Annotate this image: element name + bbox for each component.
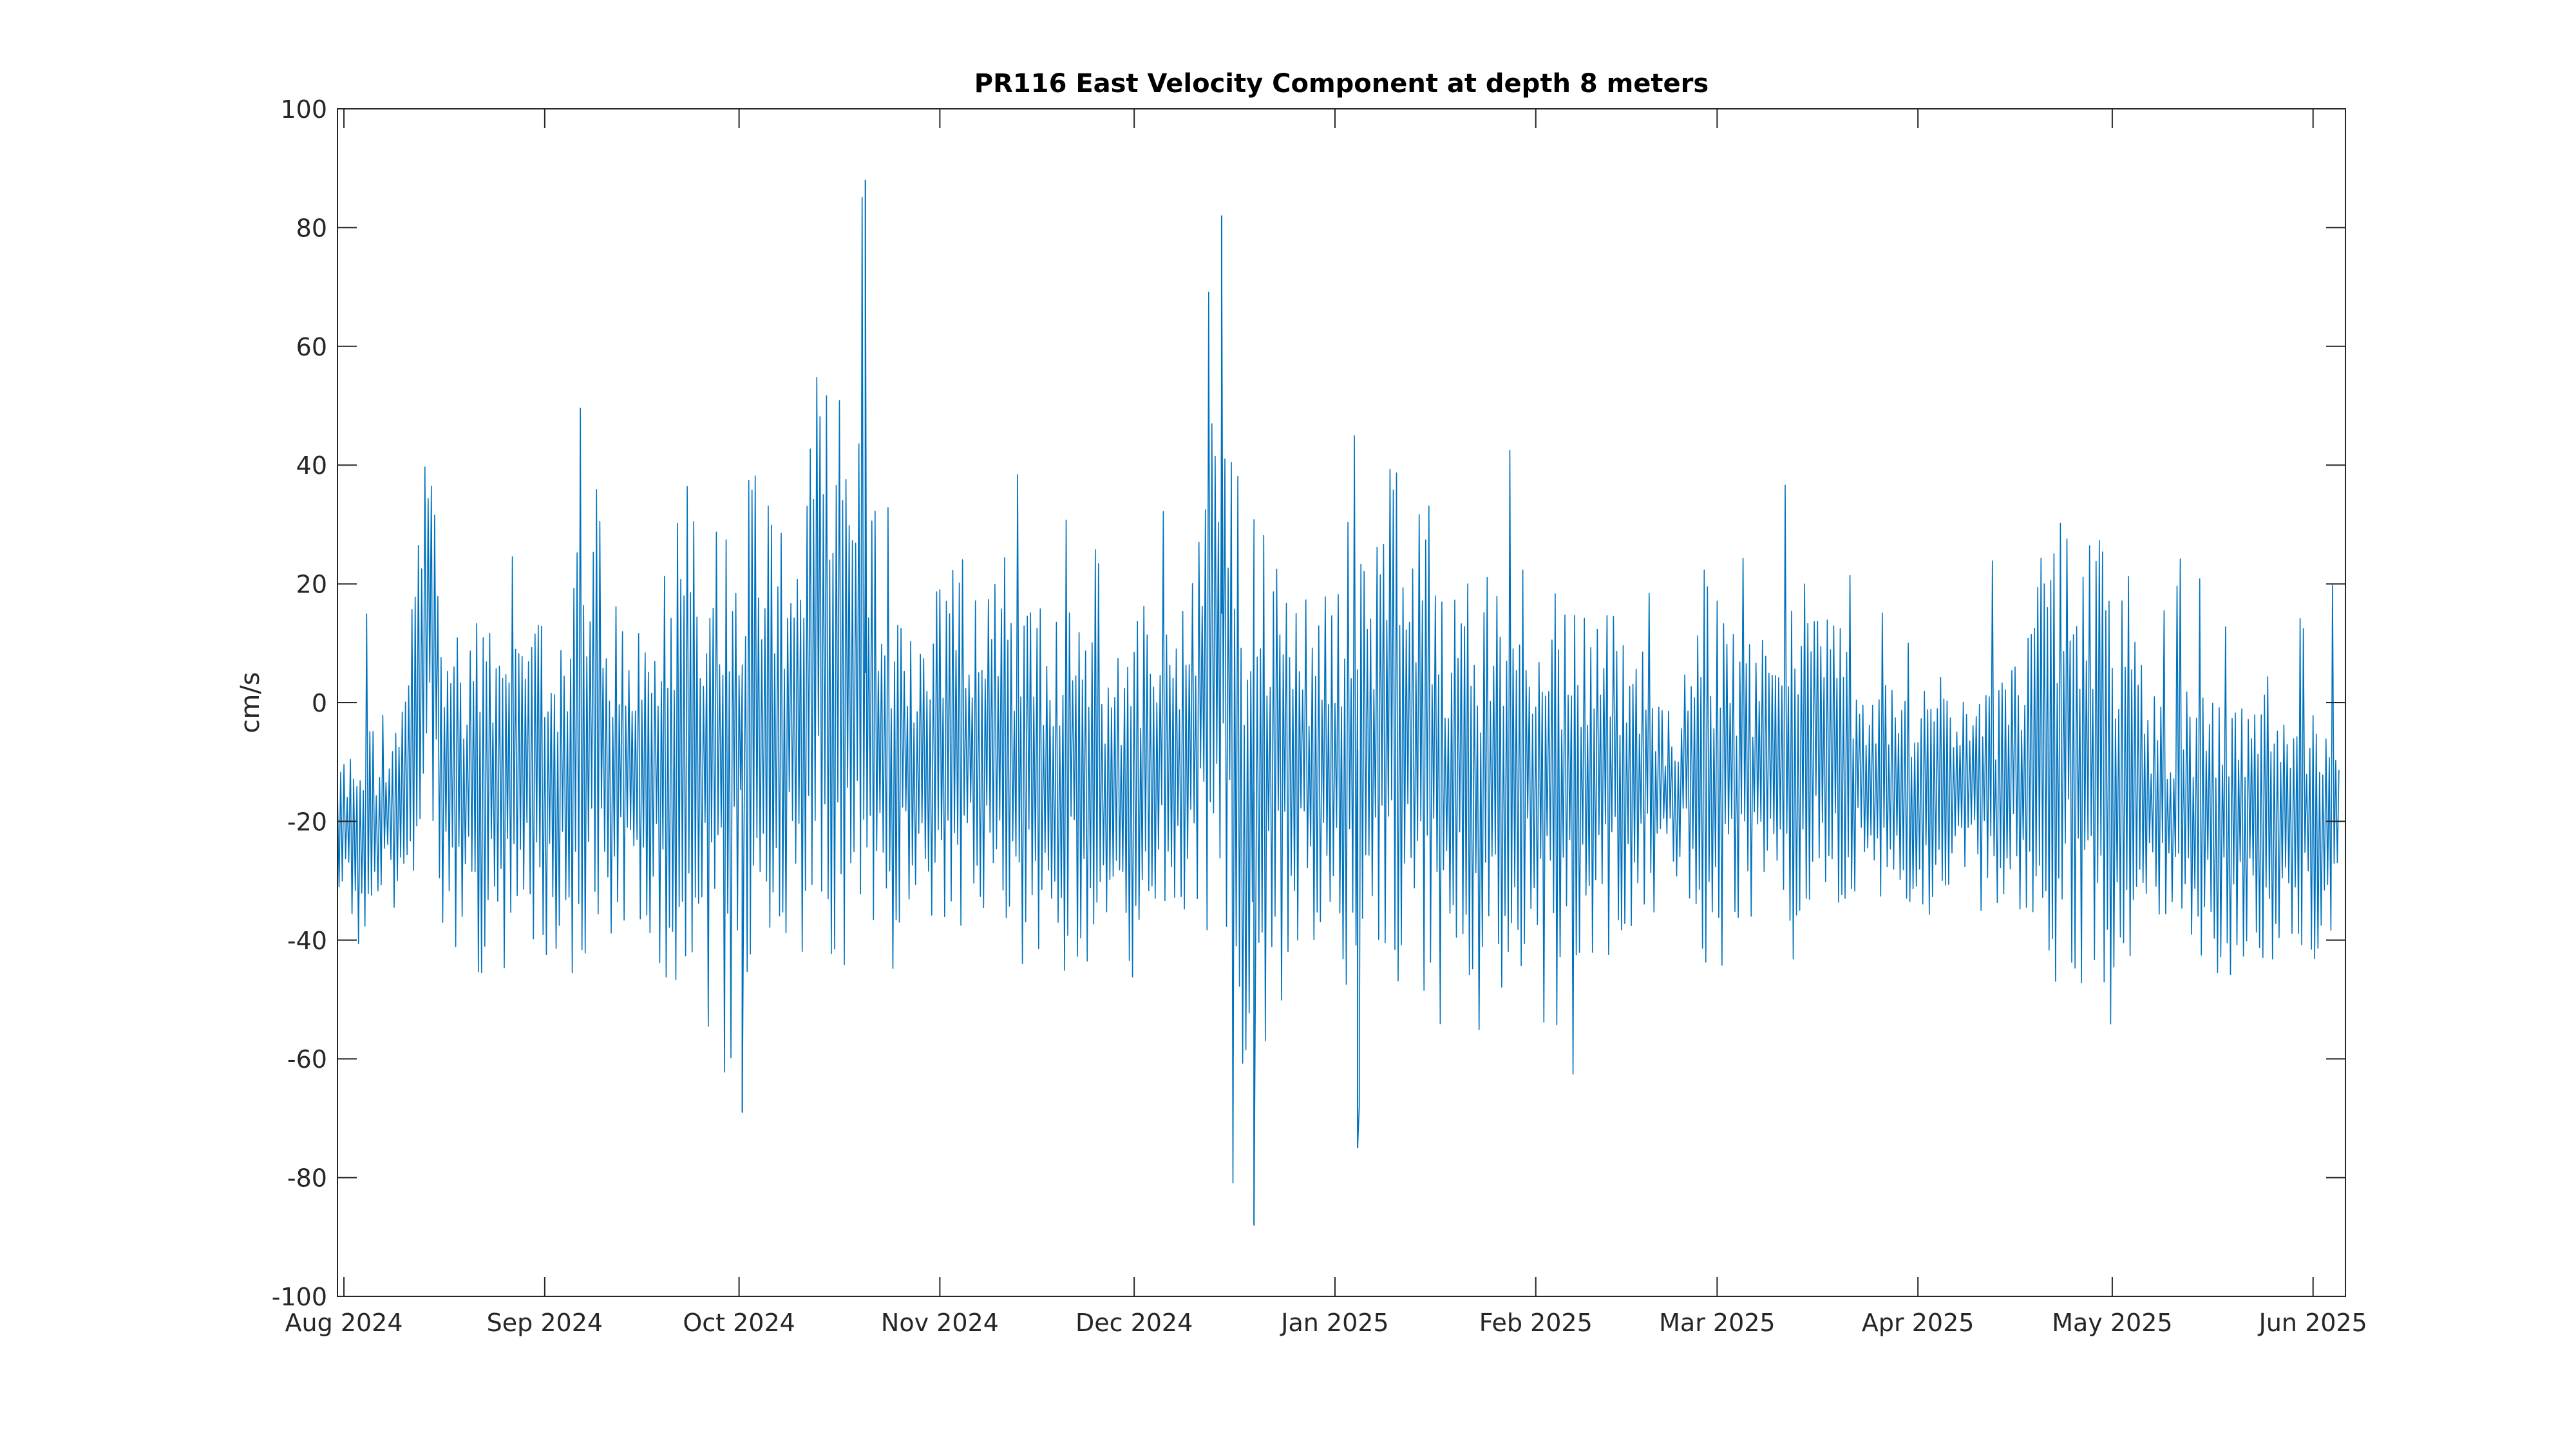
series-layer	[337, 179, 2340, 1226]
y-tick-label: 0	[312, 689, 327, 717]
plot-area	[337, 108, 2346, 1297]
x-tick-label: Sep 2024	[487, 1309, 603, 1337]
x-tick-label: Jun 2025	[2258, 1309, 2367, 1337]
y-axis-ticks: 100 80 60 40 20 0 -20 -40 -60 -80 -100	[272, 95, 2345, 1311]
x-tick-label: May 2025	[2052, 1309, 2172, 1337]
y-tick-label: 40	[296, 451, 327, 480]
x-axis-ticks: Aug 2024 Sep 2024 Oct 2024 Nov 2024 Dec 2024…	[285, 109, 2367, 1337]
y-tick-label: -40	[287, 927, 327, 955]
x-tick-label: Oct 2024	[683, 1309, 795, 1337]
x-tick-label: Mar 2025	[1659, 1309, 1775, 1337]
chart-title: PR116 East Velocity Component at depth 8…	[974, 69, 1709, 99]
x-tick-label: Aug 2024	[285, 1309, 403, 1337]
y-axis-label: cm/s	[236, 672, 265, 733]
x-tick-label: Jan 2025	[1280, 1309, 1388, 1337]
y-tick-label: 60	[296, 333, 327, 361]
y-tick-label: 80	[296, 214, 327, 242]
axes-background	[337, 109, 2345, 1296]
x-tick-label: Nov 2024	[881, 1309, 999, 1337]
y-tick-label: -100	[272, 1283, 327, 1311]
y-tick-label: -80	[287, 1164, 327, 1193]
y-tick-label: 100	[280, 95, 327, 124]
y-tick-label: -20	[287, 808, 327, 836]
x-tick-label: Feb 2025	[1479, 1309, 1593, 1337]
y-tick-label: -60	[287, 1045, 327, 1074]
y-tick-label: 20	[296, 571, 327, 599]
x-tick-label: Dec 2024	[1075, 1309, 1193, 1337]
series-line-east-velocity	[337, 179, 2340, 1226]
x-tick-label: Apr 2025	[1862, 1309, 1975, 1337]
